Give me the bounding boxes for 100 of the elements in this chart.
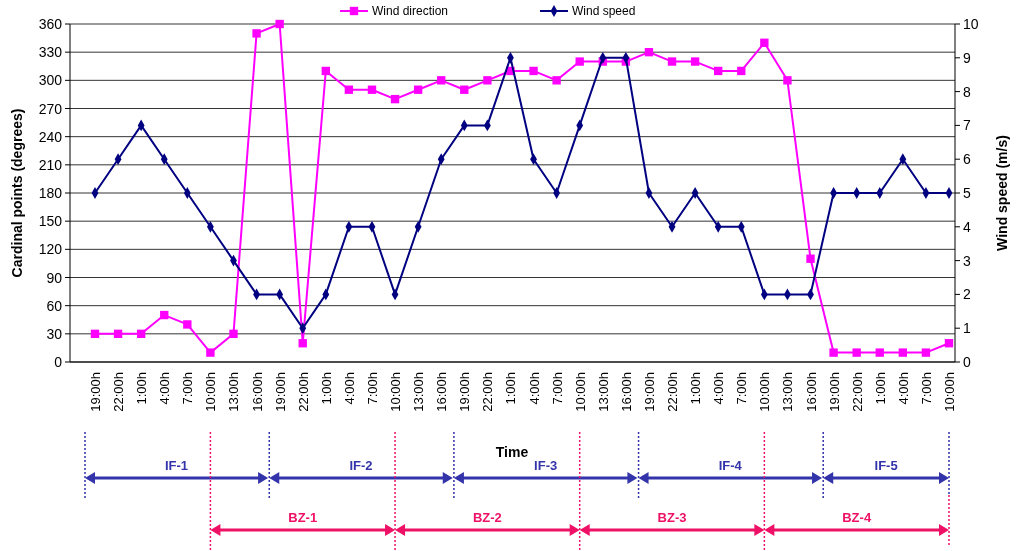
point (944, 339, 954, 348)
point (367, 85, 377, 94)
x-tick-label: 10:00h (388, 372, 404, 412)
x-tick-label: 22:00h (480, 372, 496, 412)
point (875, 348, 884, 357)
point (136, 329, 146, 339)
x-tick-label: 16:00h (434, 372, 450, 412)
x-tick-label: 10:00h (572, 372, 588, 412)
legend-label: Wind speed (572, 4, 636, 18)
y2-tick-label: 8 (963, 83, 971, 100)
x-tick-label: 10:00h (942, 372, 957, 412)
text: IF-1 (164, 458, 189, 473)
x-tick-label: 1:00h (872, 372, 888, 405)
x-tick-label: 4:00h (157, 372, 173, 405)
x-axis-title: Time (495, 444, 529, 460)
x-tick-label: 4:00h (711, 372, 727, 405)
x-tick-label: 7:00h (549, 372, 565, 405)
y2-axis-title: Wind speed (m/s) (994, 135, 1010, 251)
point (714, 66, 723, 76)
point (344, 85, 354, 94)
x-tick-label: 10:00h (757, 372, 773, 412)
y2-tick-label: 2 (963, 286, 971, 303)
point (829, 348, 838, 357)
y-tick-label: 30 (46, 325, 63, 342)
x-tick-label: 19:00h (88, 372, 103, 412)
x-tick-label: 13:00h (411, 372, 427, 412)
y-tick-label: 300 (38, 72, 63, 89)
point (437, 76, 446, 85)
x-tick-label: 4:00h (341, 372, 357, 405)
point (206, 348, 215, 357)
x-tick-label: 1:00h (318, 372, 334, 405)
point (529, 66, 538, 76)
x-tick-label: 16:00h (803, 372, 819, 412)
y2-tick-label: 6 (963, 151, 971, 168)
y-tick-label: 180 (38, 185, 63, 201)
point (552, 76, 561, 85)
text: BZ-4 (842, 510, 872, 525)
x-tick-label: 19:00h (457, 372, 473, 412)
text: BZ-1 (288, 510, 318, 525)
y-tick-label: 150 (38, 213, 63, 230)
x-tick-label: 7:00h (364, 372, 380, 405)
y2-tick-label: 1 (963, 320, 971, 337)
point (898, 348, 908, 357)
point (644, 47, 654, 57)
point (690, 57, 700, 66)
point (183, 320, 192, 329)
text: BZ-2 (472, 510, 502, 525)
y-tick-label: 120 (38, 241, 63, 258)
point (737, 66, 746, 76)
point (160, 310, 169, 320)
y-tick-label: 270 (38, 100, 63, 117)
x-tick-label: 19:00h (826, 372, 842, 412)
x-tick-label: 13:00h (780, 372, 796, 412)
x-tick-label: 7:00h (734, 372, 750, 405)
point (252, 29, 261, 38)
y2-tick-label: 4 (963, 218, 971, 235)
text: IF-5 (874, 458, 898, 473)
point (667, 57, 677, 66)
x-tick-label: 1:00h (134, 372, 150, 405)
x-tick-label: 4:00h (895, 372, 911, 405)
y-tick-label: 0 (54, 354, 63, 370)
point (483, 76, 492, 85)
x-tick-label: 7:00h (180, 372, 196, 405)
x-tick-label: 19:00h (272, 372, 288, 412)
y-tick-label: 330 (38, 44, 63, 61)
x-tick-label: 13:00h (595, 372, 611, 412)
point (575, 57, 584, 66)
point (321, 66, 330, 76)
x-tick-label: 16:00h (618, 372, 634, 412)
text: IF-4 (718, 458, 743, 473)
x-tick-label: 22:00h (295, 372, 311, 412)
y2-tick-label: 10 (963, 16, 979, 32)
point (113, 329, 123, 339)
text: BZ-3 (657, 510, 687, 525)
y-axis-title: Cardinal points (degrees) (9, 108, 25, 278)
point (229, 329, 238, 339)
point (760, 38, 769, 47)
x-tick-label: 22:00h (111, 372, 127, 412)
x-tick-label: 10:00h (203, 372, 219, 412)
y2-tick-label: 5 (963, 185, 971, 201)
point (852, 348, 861, 357)
x-tick-label: 1:00h (688, 372, 704, 405)
y2-tick-label: 3 (963, 252, 971, 269)
text: IF-3 (534, 458, 558, 473)
point (806, 254, 815, 263)
x-tick-label: 4:00h (526, 372, 542, 405)
text: IF-2 (349, 458, 373, 473)
y2-tick-label: 7 (963, 117, 971, 134)
y2-tick-label: 0 (963, 354, 971, 370)
x-tick-label: 7:00h (918, 372, 934, 405)
y-tick-label: 210 (38, 156, 63, 173)
point (298, 339, 307, 348)
y-tick-label: 60 (46, 297, 63, 314)
x-tick-label: 22:00h (665, 372, 681, 412)
point (413, 85, 423, 94)
point (90, 329, 100, 339)
x-tick-label: 22:00h (849, 372, 865, 412)
x-tick-label: 16:00h (249, 372, 265, 412)
point (275, 19, 284, 29)
point (390, 94, 400, 104)
